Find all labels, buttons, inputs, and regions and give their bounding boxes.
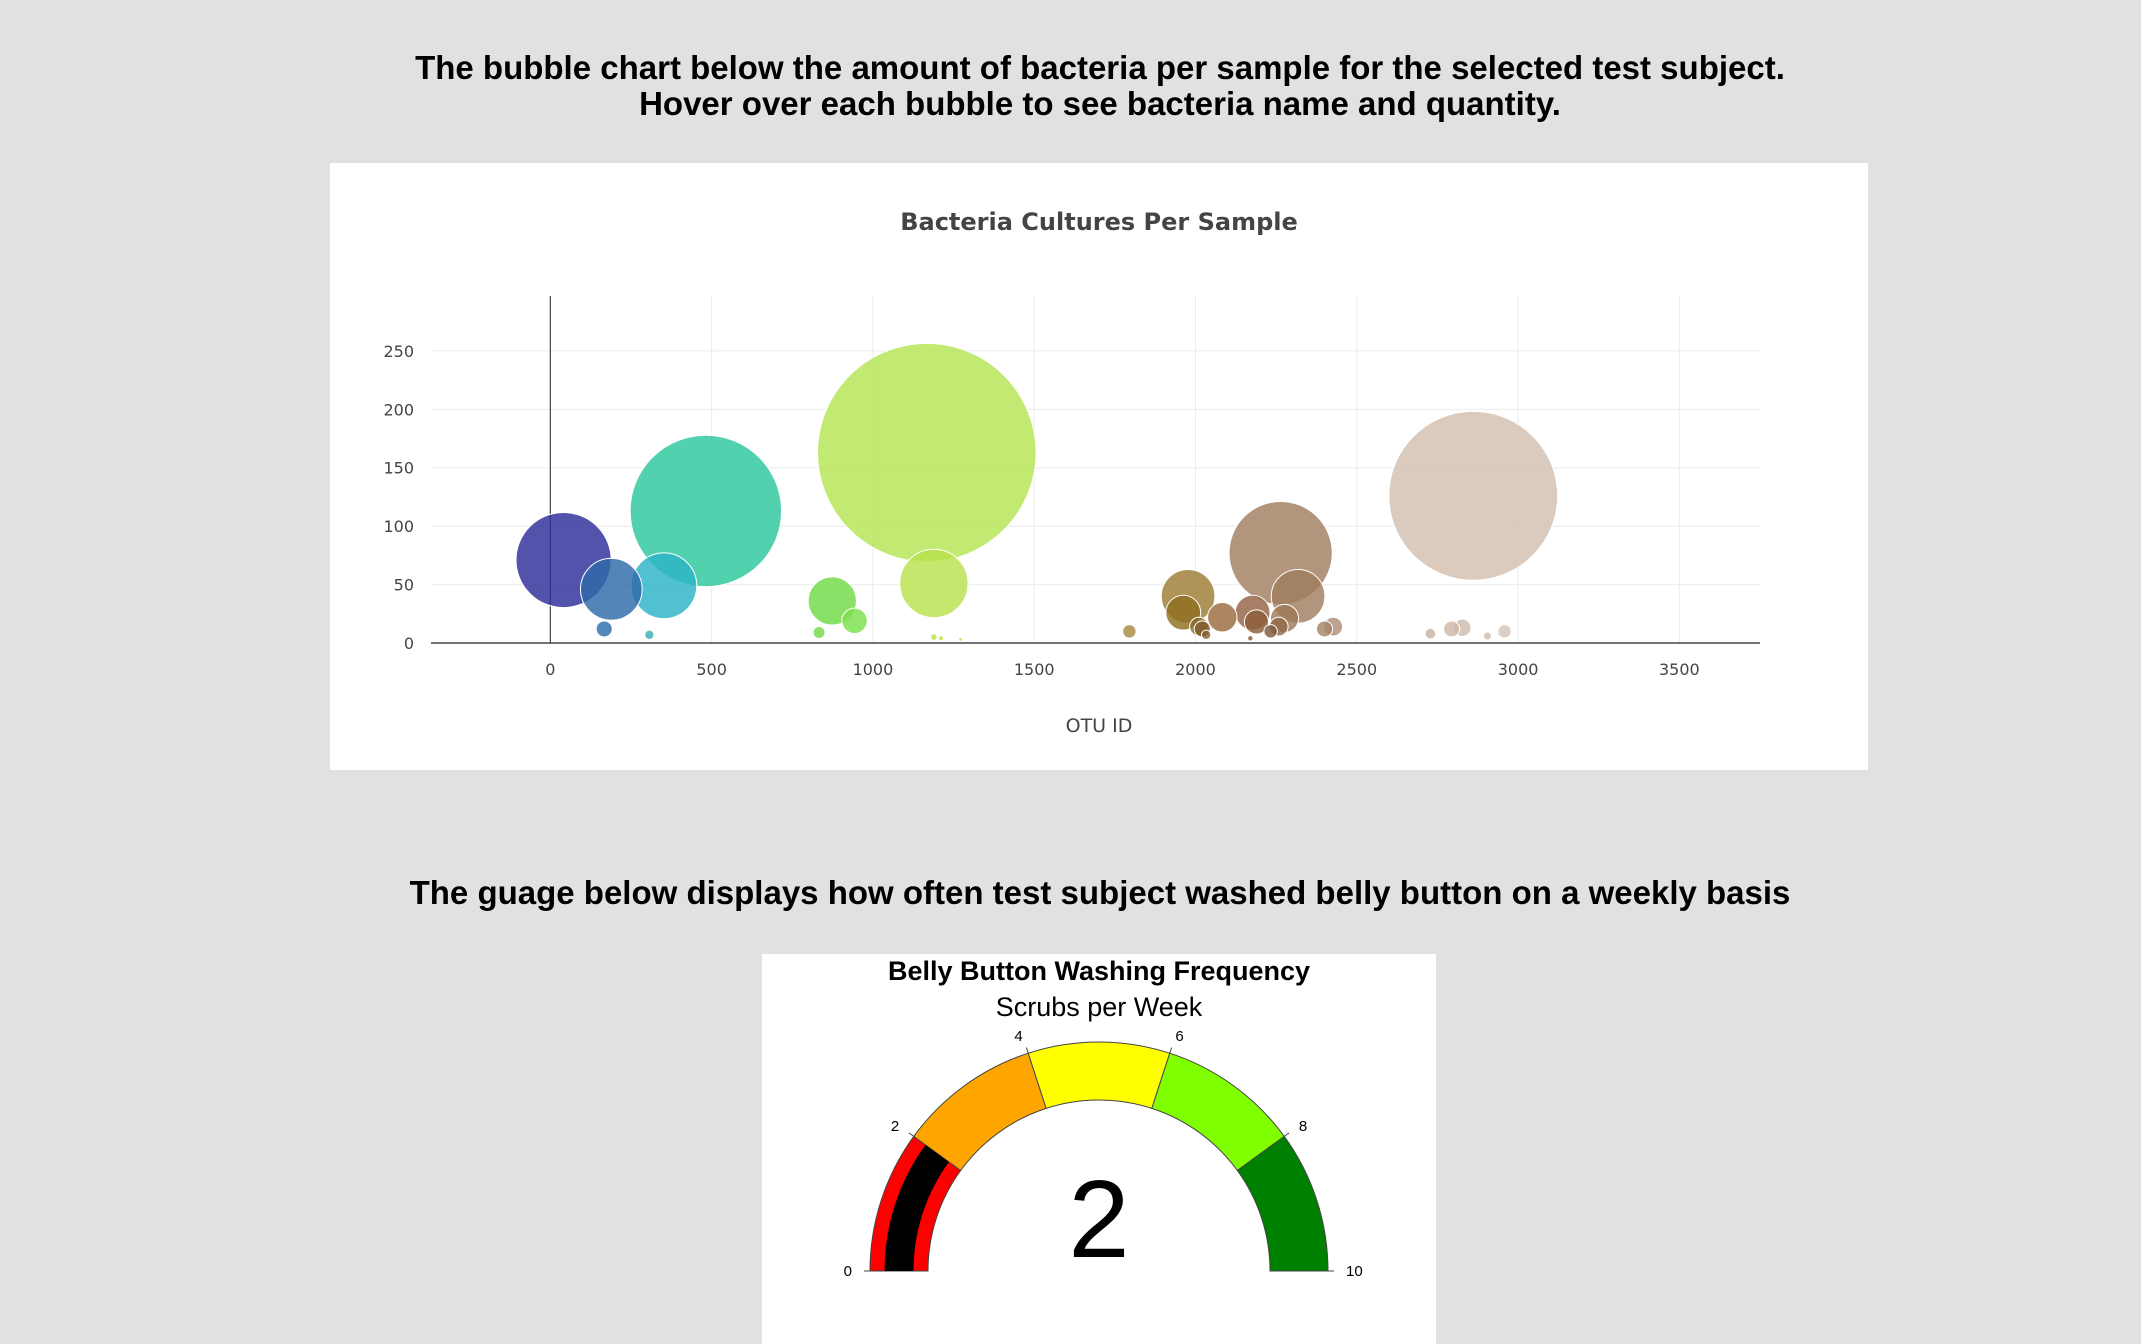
gauge-tick-label: 8 [1299, 1118, 1307, 1135]
x-tick-label: 2500 [1336, 660, 1377, 679]
gauge-title: Belly Button Washing Frequency [888, 956, 1310, 986]
bubble-point[interactable] [817, 342, 1037, 563]
bubble-point[interactable] [579, 557, 643, 621]
bubble-heading: The bubble chart below the amount of bac… [0, 50, 2141, 122]
gauge-chart[interactable]: Belly Button Washing Frequency Scrubs pe… [762, 954, 1436, 1344]
x-tick-label: 3000 [1498, 660, 1539, 679]
bubble-point[interactable] [644, 629, 655, 641]
x-tick-label: 2000 [1175, 660, 1216, 679]
gauge-value-bar [884, 1144, 949, 1271]
bubble-point[interactable] [1200, 629, 1212, 641]
bubble-point[interactable] [1388, 410, 1559, 581]
y-tick-label: 0 [404, 634, 414, 653]
bubble-point[interactable] [930, 633, 938, 642]
gauge-heading: The guage below displays how often test … [409, 874, 1791, 911]
y-tick-label: 150 [383, 459, 414, 478]
bubble-marks [515, 342, 1559, 643]
x-tick-labels: 0 500 1000 1500 2000 2500 3000 3500 [545, 660, 1699, 679]
gauge-tick-label: 0 [844, 1263, 852, 1280]
bubble-point[interactable] [1263, 624, 1278, 639]
bubble-point[interactable] [1497, 624, 1512, 639]
bubble-point[interactable] [958, 636, 964, 643]
gauge-value: 2 [1068, 1158, 1129, 1281]
y-tick-labels: 0 50 100 150 200 250 [383, 342, 414, 653]
x-tick-label: 1000 [853, 660, 894, 679]
bubble-point[interactable] [1243, 609, 1270, 635]
y-tick-label: 250 [383, 342, 414, 361]
gauge-chart-card: Belly Button Washing Frequency Scrubs pe… [762, 954, 1436, 1344]
bubble-chart[interactable]: 0 500 1000 1500 2000 2500 3000 3500 0 50 100 150 20… [330, 163, 1868, 770]
bubble-point[interactable] [1122, 624, 1137, 639]
bubble-point[interactable] [841, 607, 868, 635]
bubble-chart-card: 0 500 1000 1500 2000 2500 3000 3500 0 50 100 150 20… [330, 163, 1868, 770]
bubble-point[interactable] [629, 434, 783, 588]
gauge-tick-label: 6 [1175, 1028, 1183, 1045]
x-tick-label: 500 [696, 660, 727, 679]
x-tick-label: 0 [545, 660, 555, 679]
bubble-point[interactable] [1315, 620, 1334, 638]
gauge-tick [908, 1132, 915, 1137]
x-tick-label: 3500 [1659, 660, 1700, 679]
bubble-point[interactable] [1247, 635, 1254, 642]
gauge-band [1027, 1041, 1171, 1109]
gauge-tick-label: 2 [891, 1118, 899, 1135]
bubble-point[interactable] [595, 620, 613, 638]
gauge-tick [1283, 1132, 1290, 1137]
gauge-subtitle: Scrubs per Week [996, 992, 1203, 1022]
gauge-tick-label: 4 [1014, 1028, 1022, 1045]
bubble-heading-line1: The bubble chart below the amount of bac… [415, 49, 1785, 86]
bubble-heading-line2: Hover over each bubble to see bacteria n… [639, 85, 1561, 122]
chart-title: Bacteria Cultures Per Sample [900, 208, 1298, 236]
y-tick-label: 100 [383, 517, 414, 536]
gauge-ticks: 0 2 4 6 8 10 [844, 1028, 1363, 1280]
gauge-tick-label: 10 [1346, 1263, 1363, 1280]
gauge-bar [884, 1144, 949, 1271]
gauge-tick [1025, 1047, 1029, 1054]
bubble-point[interactable] [937, 635, 945, 642]
gauge-bands [869, 1041, 1329, 1272]
bubble-point[interactable] [812, 625, 826, 640]
gauge-tick [1169, 1047, 1173, 1054]
x-tick-label: 1500 [1014, 660, 1055, 679]
bubble-point[interactable] [1207, 602, 1238, 633]
bubble-point[interactable] [1482, 631, 1492, 641]
y-tick-label: 200 [383, 400, 414, 419]
x-axis-label: OTU ID [1066, 715, 1133, 737]
y-tick-label: 50 [394, 576, 414, 595]
bubble-point[interactable] [899, 548, 969, 619]
bubble-point[interactable] [1443, 620, 1461, 638]
bubble-point[interactable] [1424, 627, 1437, 640]
